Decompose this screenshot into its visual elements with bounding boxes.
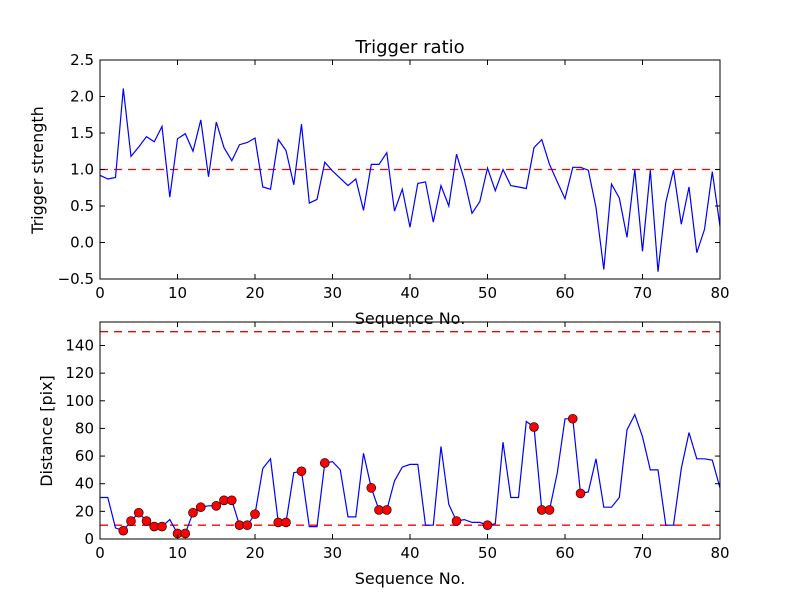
y-tick-label: 40	[75, 475, 94, 493]
x-tick-label: 10	[168, 544, 187, 562]
data-marker	[529, 422, 539, 432]
y-tick-label: 0	[84, 530, 94, 548]
x-tick-label: 40	[400, 284, 419, 302]
data-marker	[226, 495, 237, 506]
y-tick-label: 1.5	[70, 124, 94, 142]
top-y-axis-label: Trigger strength	[28, 106, 47, 235]
x-tick-label: 20	[245, 284, 264, 302]
data-marker	[188, 507, 198, 518]
data-marker	[250, 509, 260, 519]
y-tick-label: 140	[65, 336, 94, 354]
data-marker	[157, 521, 167, 532]
bottom-x-axis-label: Sequence No.	[355, 569, 466, 588]
x-tick-label: 30	[323, 284, 342, 302]
x-tick-label: 60	[555, 284, 574, 302]
y-tick-label: 2.5	[70, 51, 94, 69]
data-marker	[366, 483, 377, 493]
data-marker	[118, 525, 129, 536]
data-marker	[195, 502, 206, 513]
data-marker	[567, 413, 578, 424]
data-marker	[141, 516, 152, 526]
data-marker	[180, 528, 191, 539]
x-tick-label: 50	[478, 284, 497, 302]
x-tick-label: 0	[95, 284, 105, 302]
y-tick-label: 60	[75, 447, 94, 465]
x-tick-label: 50	[478, 544, 497, 562]
x-tick-label: 70	[633, 544, 652, 562]
x-tick-label: 80	[710, 284, 729, 302]
data-marker	[133, 507, 144, 518]
y-tick-label: 100	[65, 392, 94, 410]
top-axes: 0 10 20 30 40 50 60 70 80 −0.5 0.0 0.5 1.0 1.5 2.0 2.5	[58, 51, 730, 302]
data-marker	[296, 466, 307, 477]
data-marker	[126, 516, 136, 526]
top-x-axis-label: Sequence No.	[355, 309, 466, 328]
top-chart-title: Trigger ratio	[354, 37, 464, 58]
x-tick-label: 10	[168, 284, 187, 302]
y-tick-label: 0.0	[70, 234, 94, 252]
data-marker	[211, 501, 222, 511]
x-tick-label: 80	[710, 544, 729, 562]
data-marker	[281, 517, 291, 528]
y-tick-label: 80	[75, 419, 94, 437]
y-tick-label: 20	[75, 502, 94, 520]
x-tick-label: 30	[323, 544, 342, 562]
x-tick-label: 60	[555, 544, 574, 562]
data-marker	[451, 516, 462, 526]
bottom-axes: 0 10 20 30 40 50 60 70 80 0 20 40 60 80 100 120 140	[65, 321, 730, 562]
x-tick-label: 70	[633, 284, 652, 302]
data-marker	[575, 488, 586, 499]
x-tick-label: 20	[245, 544, 264, 562]
data-marker	[544, 505, 555, 515]
data-marker	[482, 520, 493, 530]
y-tick-label: 120	[65, 364, 94, 382]
y-tick-label: −0.5	[58, 270, 94, 288]
y-tick-label: 0.5	[70, 197, 94, 215]
data-marker	[381, 505, 392, 515]
y-tick-label: 1.0	[70, 161, 94, 179]
x-tick-label: 0	[95, 544, 105, 562]
bottom-y-axis-label: Distance [pix]	[37, 375, 56, 487]
y-tick-label: 2.0	[70, 88, 94, 106]
data-marker	[242, 520, 253, 530]
series-line	[99, 88, 721, 272]
x-tick-label: 40	[400, 544, 419, 562]
data-marker	[319, 458, 330, 468]
